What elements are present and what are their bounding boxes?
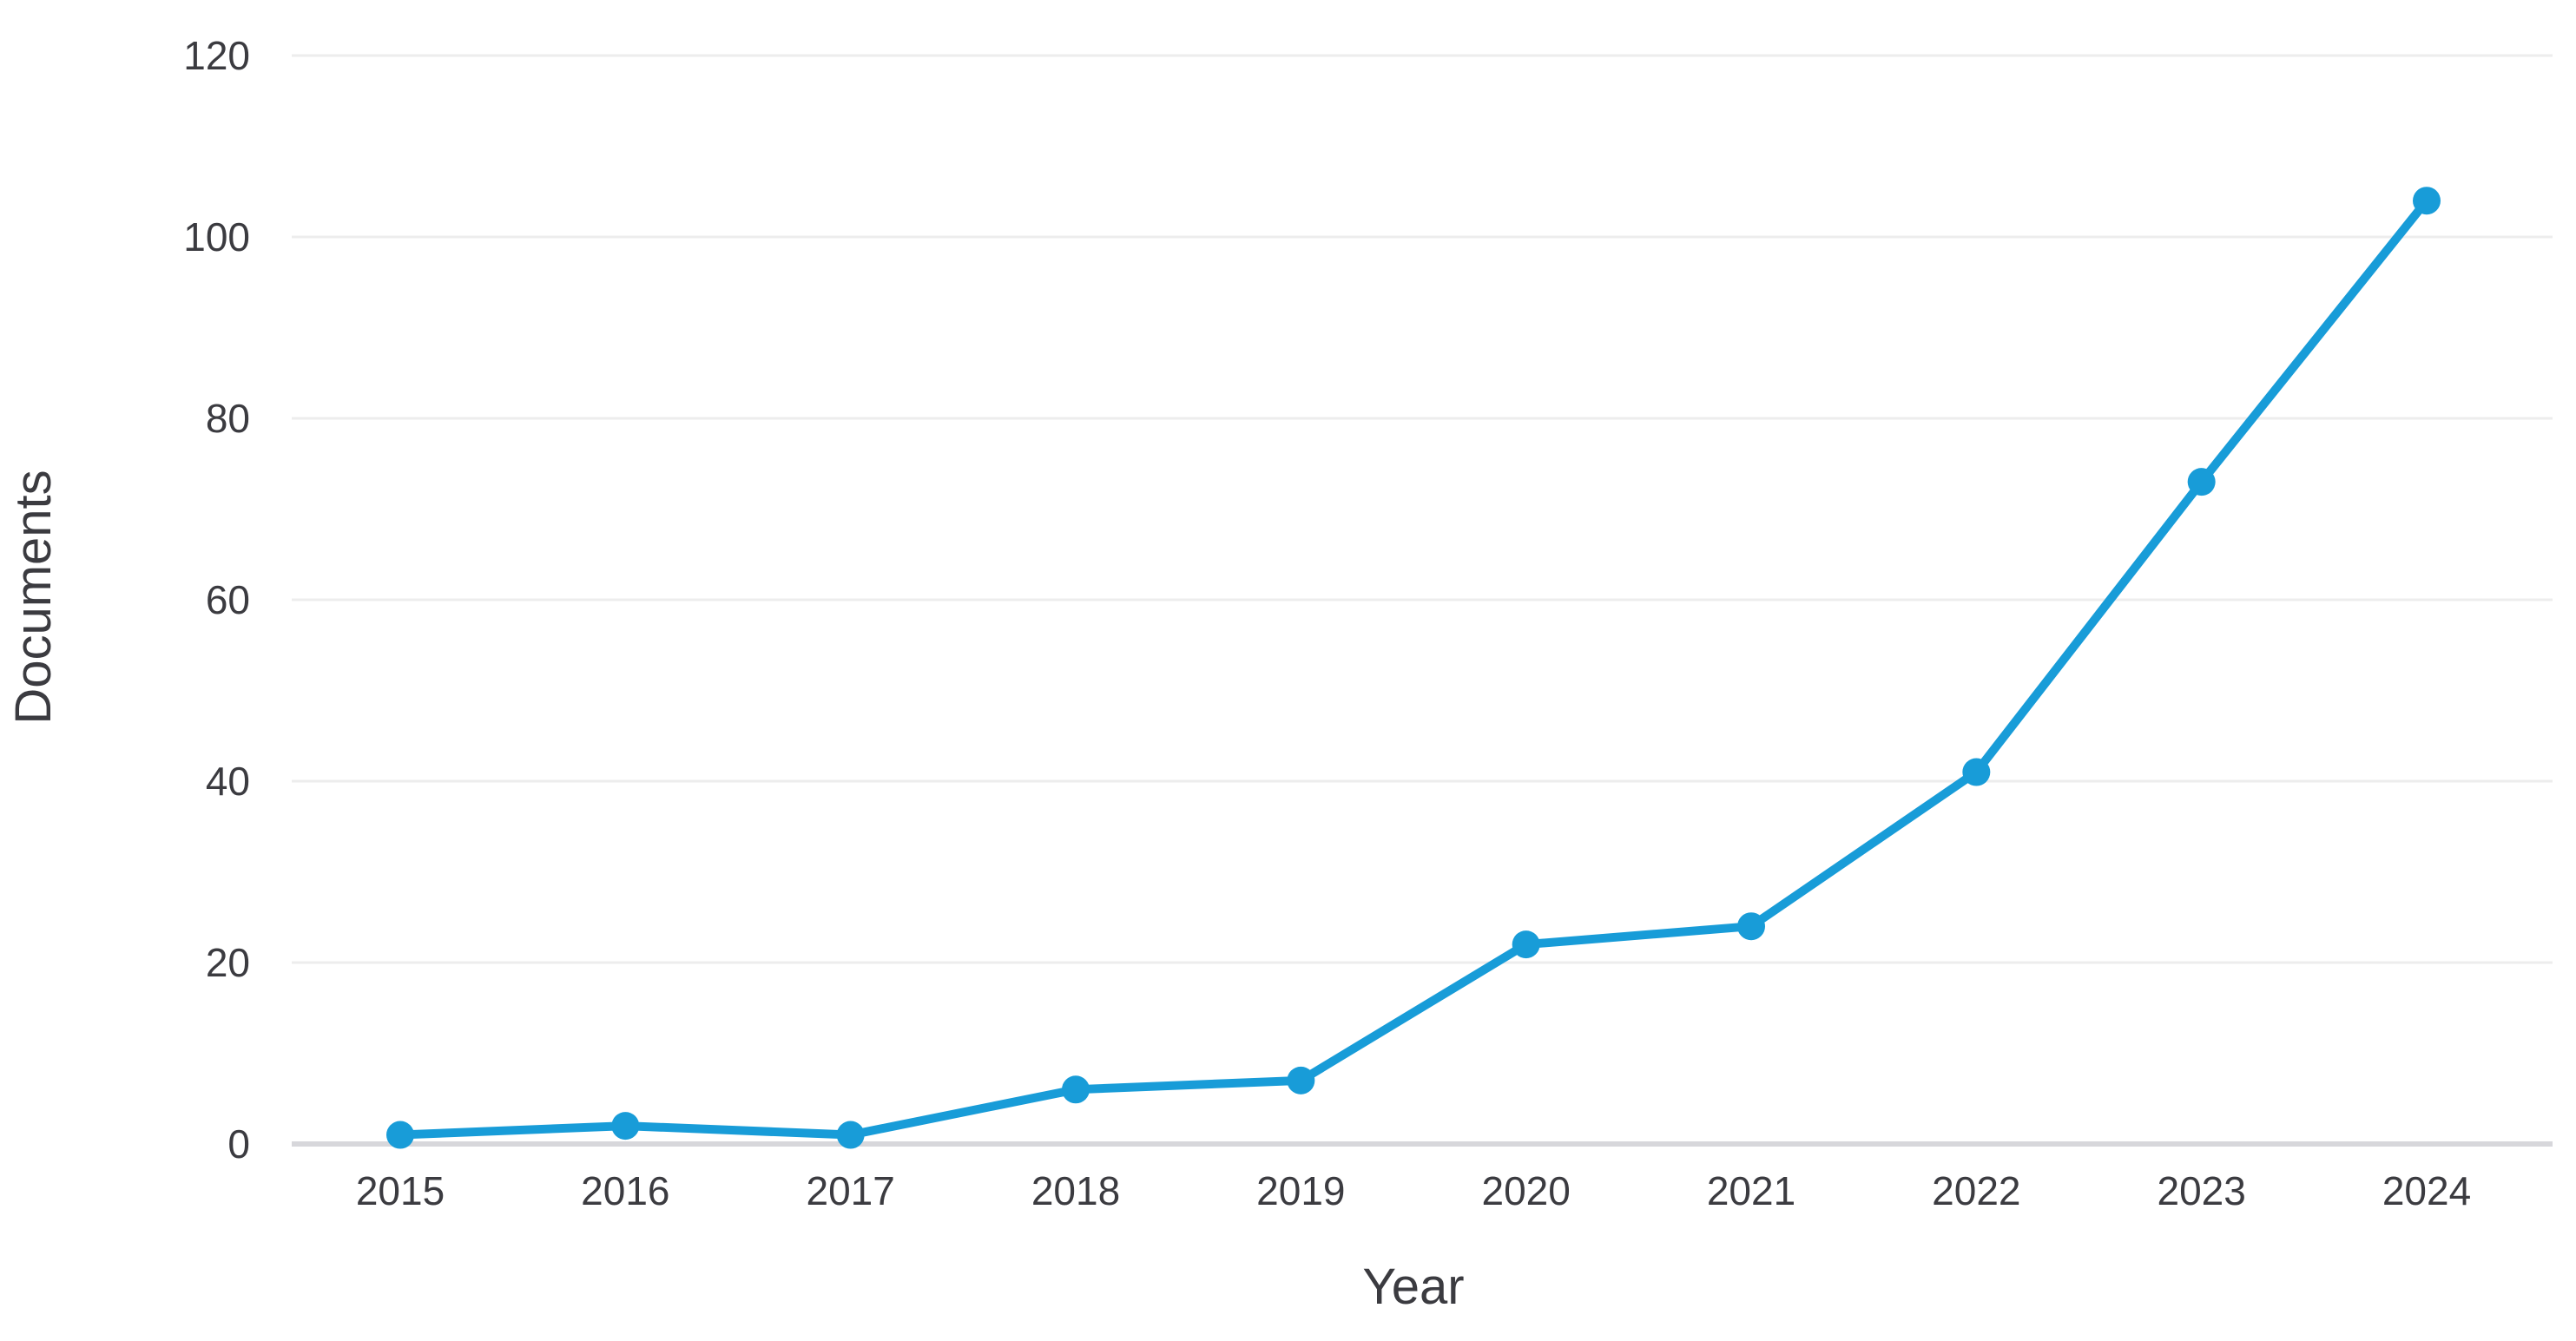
data-point-2023[interactable] <box>2187 468 2216 496</box>
y-tick-label: 120 <box>183 33 250 78</box>
gridlines <box>292 54 2553 1147</box>
data-point-2019[interactable] <box>1287 1066 1315 1094</box>
x-tick-label: 2015 <box>356 1168 445 1213</box>
x-axis-title: Year <box>1362 1259 1464 1315</box>
y-tick-label: 100 <box>183 214 250 260</box>
y-tick-label: 40 <box>206 759 250 804</box>
documents-line-series <box>386 187 2441 1149</box>
x-tick-label: 2023 <box>2157 1168 2245 1213</box>
data-point-2018[interactable] <box>1062 1075 1090 1104</box>
data-point-2020[interactable] <box>1512 930 1540 959</box>
x-axis-tick-labels: 2015 2016 2017 2018 2019 2020 2021 2022 2023 2024 <box>356 1168 2471 1213</box>
data-point-2015[interactable] <box>386 1121 414 1149</box>
data-point-2024[interactable] <box>2413 187 2441 215</box>
x-tick-label: 2018 <box>1031 1168 1120 1213</box>
x-tick-label: 2019 <box>1256 1168 1345 1213</box>
x-tick-label: 2022 <box>1932 1168 2020 1213</box>
y-tick-label: 60 <box>206 577 250 622</box>
x-tick-label: 2024 <box>2382 1168 2471 1213</box>
y-tick-label: 0 <box>227 1121 250 1167</box>
x-tick-label: 2017 <box>806 1168 894 1213</box>
data-point-2022[interactable] <box>1962 758 1991 786</box>
x-tick-label: 2021 <box>1707 1168 1795 1213</box>
x-tick-label: 2016 <box>581 1168 669 1213</box>
y-tick-label: 80 <box>206 396 250 441</box>
data-point-2021[interactable] <box>1737 912 1765 941</box>
documents-line <box>396 196 2431 1140</box>
y-axis-title: Documents <box>5 470 62 724</box>
data-point-2017[interactable] <box>836 1121 865 1149</box>
y-axis-tick-labels: 0 20 40 60 80 100 120 <box>183 33 250 1167</box>
data-point-2016[interactable] <box>611 1112 640 1141</box>
y-tick-label: 20 <box>206 940 250 985</box>
x-tick-label: 2020 <box>1481 1168 1570 1213</box>
